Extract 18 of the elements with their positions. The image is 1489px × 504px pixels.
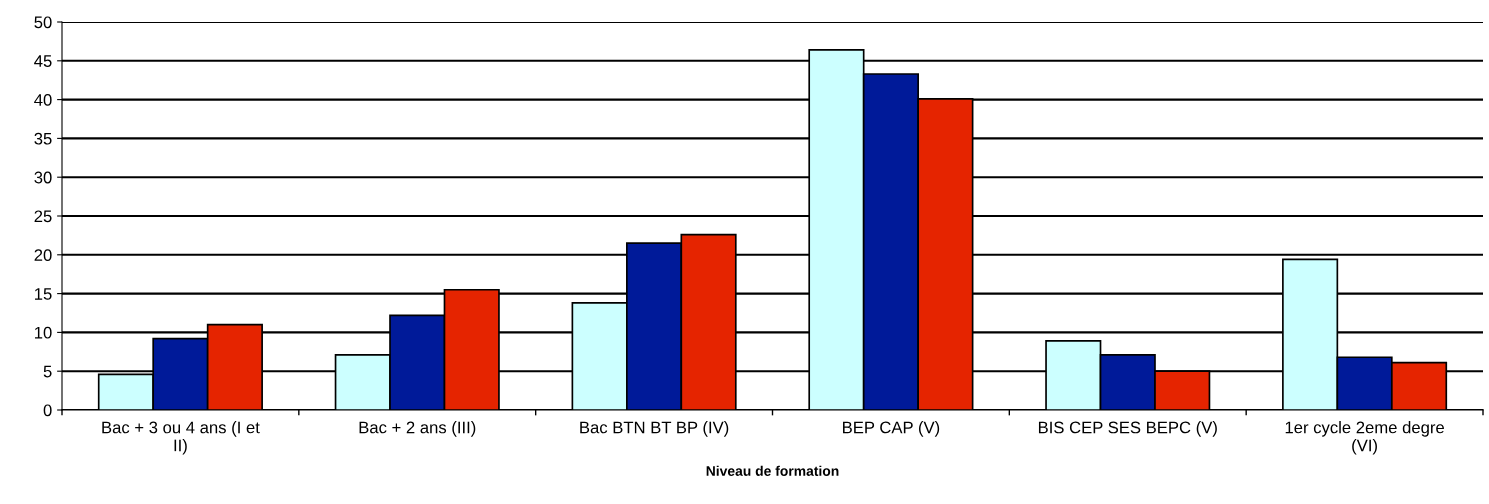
x-tick-label: Bac BTN BT BP (IV) [580, 421, 729, 437]
y-tick-label: 20 [34, 249, 52, 261]
x-tick-label: 1er cycle 2eme degre (VI) [1285, 421, 1444, 455]
y-tick-label: 50 [34, 16, 52, 29]
y-tick-label: 5 [43, 365, 52, 378]
y-tick-label: 0 [43, 404, 52, 417]
y-tick-label: 35 [34, 132, 52, 145]
y-tick-label: 40 [34, 94, 52, 106]
x-tick-label: Bac + 2 ans (III) [359, 421, 476, 437]
y-tick-label: 25 [34, 210, 52, 223]
y-tick-label: 45 [34, 55, 52, 67]
x-tick-label: BEP CAP (V) [843, 421, 940, 437]
x-axis-title: Niveau de formation [706, 465, 839, 476]
y-tick-label: 15 [35, 288, 52, 300]
y-tick-label: 30 [34, 171, 52, 184]
x-tick-label: Bac + 3 ou 4 ans (I et II) [102, 421, 260, 455]
y-tick-label: 10 [35, 326, 52, 339]
x-tick-label: BIS CEP SES BEPC (V) [1038, 421, 1217, 437]
